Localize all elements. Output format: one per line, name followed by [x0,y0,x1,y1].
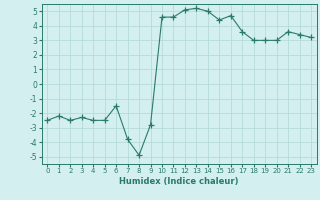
X-axis label: Humidex (Indice chaleur): Humidex (Indice chaleur) [119,177,239,186]
